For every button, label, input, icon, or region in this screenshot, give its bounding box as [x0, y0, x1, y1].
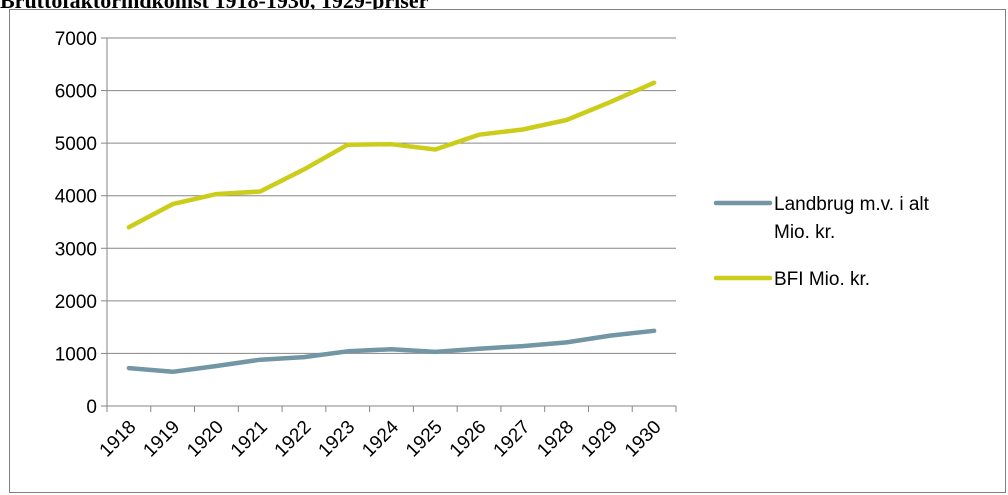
x-tick-label: 1930 — [621, 417, 666, 462]
y-tick-label: 2000 — [55, 292, 97, 313]
legend-label-1: Mio. kr. — [774, 222, 835, 243]
x-tick-label: 1925 — [402, 417, 447, 462]
chart-frame — [9, 9, 1006, 493]
x-tick-label: 1919 — [139, 417, 184, 462]
y-axis-ticks: 0 1000 2000 3000 4000 5000 6000 7000 — [55, 29, 97, 418]
y-tick-label: 6000 — [55, 82, 97, 103]
legend-label-2: BFI Mio. kr. — [774, 269, 870, 290]
gridlines — [107, 37, 676, 354]
x-tick-label: 1927 — [490, 417, 535, 462]
axes — [101, 37, 677, 412]
y-tick-label: 1000 — [55, 344, 97, 365]
x-tick-label: 1924 — [358, 416, 403, 461]
x-tick-label: 1928 — [533, 417, 578, 462]
y-tick-label: 0 — [86, 397, 97, 418]
y-tick-label: 7000 — [55, 29, 97, 50]
x-tick-label: 1918 — [96, 417, 141, 462]
y-tick-label: 5000 — [55, 134, 97, 155]
series-lines — [126, 80, 657, 375]
x-tick-label: 1929 — [577, 417, 622, 462]
series-line-1 — [126, 328, 657, 375]
x-tick-label: 1920 — [183, 417, 228, 462]
y-tick-label: 3000 — [55, 239, 97, 260]
series-line-2 — [126, 80, 657, 230]
legend-label-1: Landbrug m.v. i alt — [774, 194, 930, 215]
x-axis-ticks: 1918 1919 1920 1921 1922 1923 1924 1925 1926 1927… — [96, 416, 666, 461]
x-tick-label: 1923 — [315, 417, 360, 462]
x-tick-label: 1926 — [446, 417, 491, 462]
y-tick-label: 4000 — [55, 187, 97, 208]
x-tick-label: 1922 — [271, 417, 316, 462]
x-tick-label: 1921 — [227, 417, 272, 462]
legend: Landbrug m.v. i alt Mio. kr. BFI Mio. kr. — [713, 194, 930, 290]
